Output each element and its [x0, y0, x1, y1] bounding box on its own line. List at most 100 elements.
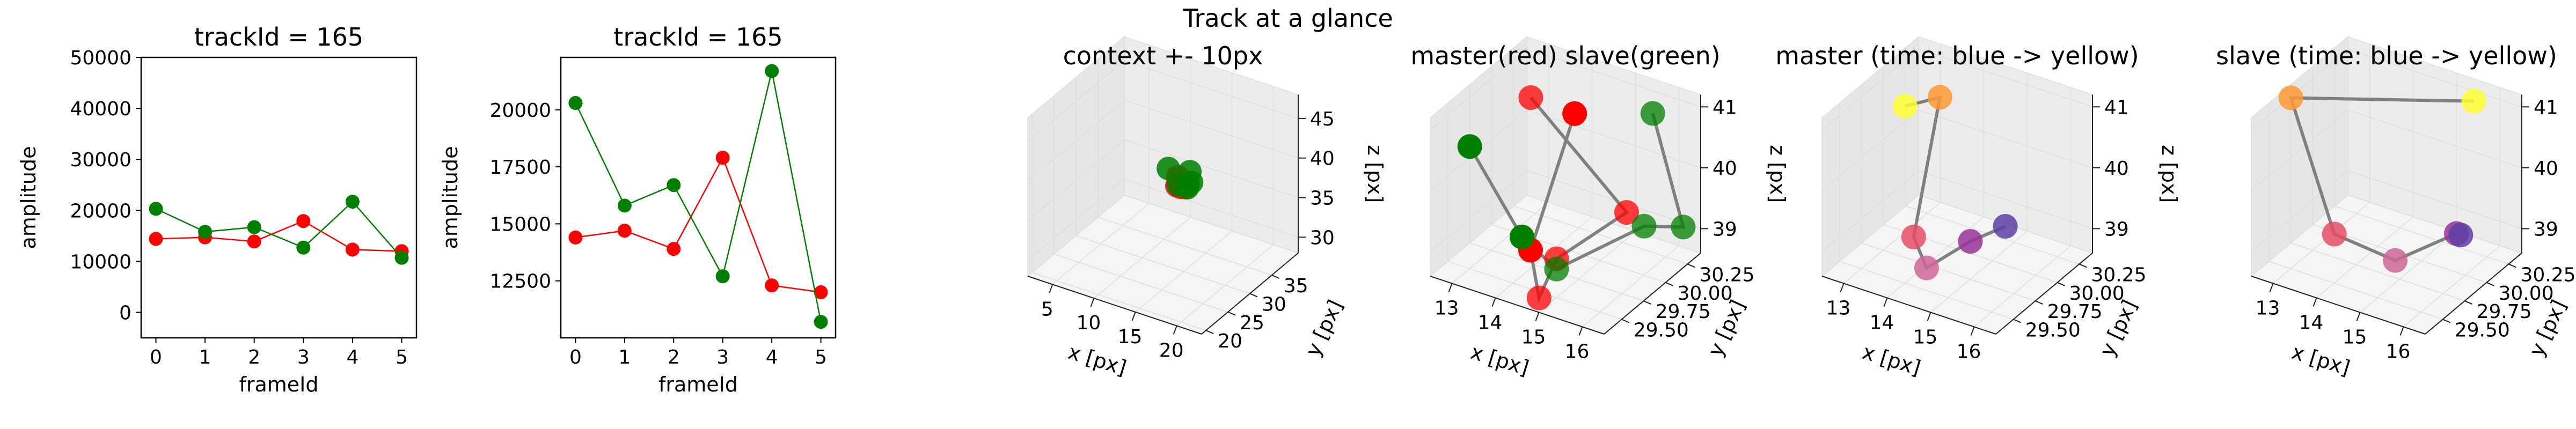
grid-line [1918, 170, 2093, 230]
x-tick-label: 3 [716, 346, 729, 368]
z-tick-label: 45 [1310, 108, 1335, 130]
side-pane [1430, 35, 1527, 277]
track-point [1993, 214, 2018, 239]
panel-amplitude-full: trackId = 165 0 1 2 3 4 5 0 10000 20000 30000 40000… [17, 23, 418, 396]
series-line-0 [575, 156, 821, 293]
track-point [2448, 223, 2473, 248]
grid-line [1526, 48, 1701, 108]
grid-line [2273, 202, 2370, 284]
x-tick [1883, 298, 1888, 307]
y-axis-label: y [px] [1301, 296, 1348, 360]
slave-point [1631, 213, 1657, 239]
master-point [1562, 101, 1587, 126]
series-point-1 [715, 269, 730, 284]
series-point-0 [149, 232, 163, 246]
x-tick-label: 1 [618, 346, 631, 368]
y-tick [1205, 330, 1214, 335]
x-tick-label: 15 [2343, 327, 2367, 349]
master-path [1528, 97, 1629, 304]
grid-line [1430, 48, 1527, 131]
z-tick-label: 40 [2104, 158, 2129, 180]
y-tick [1621, 319, 1630, 323]
series-point-1 [345, 195, 360, 209]
x-tick [1491, 298, 1496, 307]
x-tick [1578, 327, 1583, 336]
series-point-0 [568, 230, 583, 245]
grid-line [1027, 179, 1125, 261]
y-tick [2508, 263, 2516, 268]
y-axis-line [1604, 253, 1701, 335]
z-axis-label: z [px] [1766, 145, 1789, 203]
grid-line [1905, 205, 2080, 265]
y-tick [1271, 275, 1280, 279]
y-tick [2442, 319, 2451, 323]
side-pane [1821, 35, 1919, 277]
y-tick-label: 30.00 [2499, 283, 2554, 305]
grid-line [1821, 170, 1919, 253]
grid-line [1097, 217, 1272, 276]
y-tick-label: 30 [1262, 293, 1286, 315]
y-tick-label: 29.50 [1634, 320, 1689, 342]
x-tick-label: 16 [1565, 341, 1590, 363]
x-tick [1049, 284, 1053, 293]
x-tick-label: 0 [150, 346, 162, 368]
grid-line [1430, 170, 1527, 253]
y-tick-label: 20000 [70, 200, 131, 222]
grid-line [2251, 109, 2348, 191]
master-point [1518, 85, 1543, 110]
x-tick [1840, 283, 1845, 292]
slave-point [1640, 101, 1665, 126]
series-point-1 [296, 240, 311, 255]
y-tick-label: 29.75 [2477, 301, 2532, 323]
grid-line [1843, 202, 1941, 284]
y-axis-label: amplitude [17, 146, 40, 249]
x-tick-label: 15 [1913, 327, 1938, 349]
track-point [1914, 255, 1939, 280]
y-tick-label: 29.50 [2025, 320, 2081, 342]
x-tick-label: 0 [569, 346, 582, 368]
x-tick-label: 4 [346, 346, 358, 368]
y-tick [1643, 300, 1652, 305]
z-tick-label: 39 [1713, 218, 1737, 240]
y-tick-label: 35 [1284, 275, 1308, 297]
z-tick-label: 35 [1310, 187, 1335, 209]
y-tick-label: 20 [1218, 330, 1242, 352]
y-tick [2464, 300, 2473, 305]
z-axis-label: z [px] [2157, 145, 2181, 203]
series-point-0 [247, 234, 261, 249]
y-tick-label: 12500 [489, 271, 551, 293]
master-point [1614, 200, 1639, 225]
y-tick [1249, 293, 1258, 298]
y-tick [1665, 282, 1673, 286]
x-tick-label: 2 [248, 346, 260, 368]
x-tick [1131, 312, 1136, 321]
grid-line [1124, 99, 1299, 159]
y-axis-line [1995, 253, 2093, 335]
series-point-0 [765, 278, 779, 293]
series-point-0 [715, 151, 730, 165]
x-tick-label: 3 [297, 346, 310, 368]
panel-amplitude-zoom: trackId = 165 0 1 2 3 4 5 12500 15000 17500 20000 f… [438, 23, 837, 396]
x-tick-label: 15 [1118, 326, 1143, 348]
grid-line [2347, 48, 2522, 108]
y-tick-label: 29.75 [2047, 301, 2103, 323]
track-point [2278, 85, 2303, 110]
x-axis-line [2251, 276, 2426, 335]
y-tick-label: 29.50 [2455, 320, 2510, 342]
x-tick-label: 16 [1957, 341, 1981, 363]
master-point [1526, 285, 1552, 310]
y-axis-line [2425, 253, 2522, 335]
plot-title: master (time: blue -> yellow) [1775, 41, 2139, 70]
grid-line [1821, 109, 1919, 191]
grid-line [1124, 179, 1299, 238]
x-axis-label: frameId [658, 373, 738, 396]
x-tick-label: 15 [1521, 327, 1546, 349]
z-tick-label: 41 [2534, 97, 2558, 119]
grid-line [2347, 170, 2522, 230]
plot-title: context +- 10px [1063, 41, 1263, 70]
y-tick [2035, 300, 2044, 305]
x-tick-label: 5 [396, 346, 408, 368]
grid-line [1075, 235, 1250, 294]
grid-line [2360, 231, 2457, 313]
